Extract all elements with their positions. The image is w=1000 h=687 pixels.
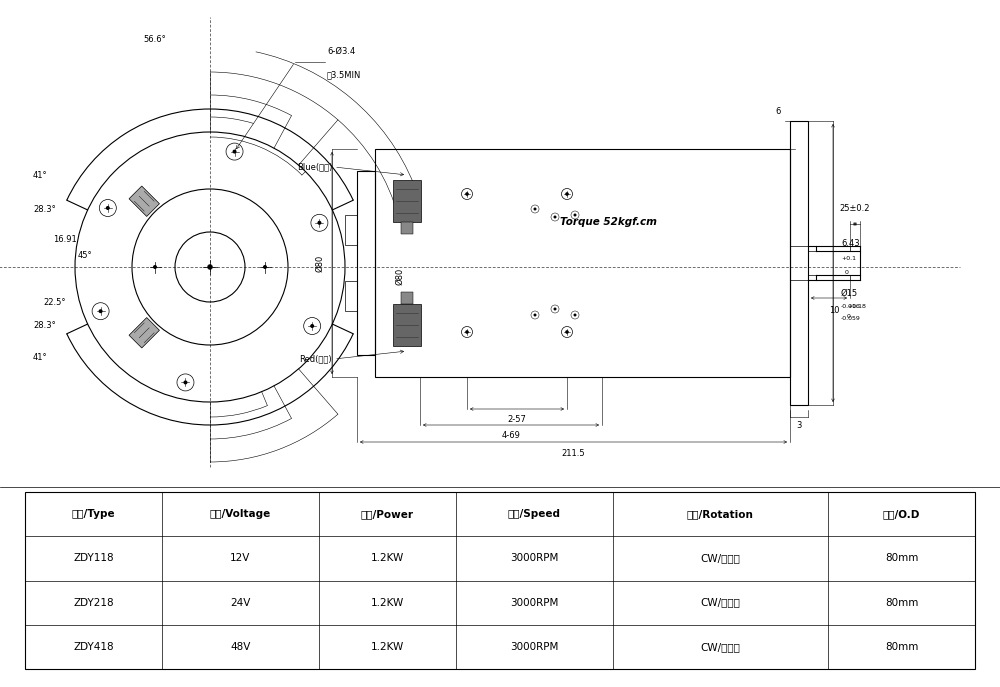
Text: 22.5°: 22.5°	[44, 297, 66, 306]
Text: 211.5: 211.5	[562, 449, 585, 458]
Bar	[345, 281, 357, 311]
Circle shape	[465, 192, 469, 196]
Text: ZDY118: ZDY118	[73, 553, 114, 563]
Circle shape	[263, 265, 267, 269]
Circle shape	[574, 313, 576, 317]
Text: +0.18: +0.18	[847, 304, 866, 308]
Text: ZDY218: ZDY218	[73, 598, 114, 607]
Text: 转向/Rotation: 转向/Rotation	[687, 509, 754, 519]
Bar	[401, 222, 413, 234]
Circle shape	[233, 150, 237, 154]
Text: 0: 0	[841, 271, 849, 275]
Text: -0.059: -0.059	[841, 315, 861, 321]
Text: 28.3°: 28.3°	[34, 321, 56, 330]
Circle shape	[465, 330, 469, 334]
Circle shape	[99, 309, 103, 313]
Text: -0.016: -0.016	[841, 304, 861, 308]
Circle shape	[310, 324, 314, 328]
Text: 56.6°: 56.6°	[144, 34, 166, 43]
Circle shape	[554, 308, 556, 311]
Text: 6: 6	[775, 106, 781, 115]
Text: 外径/O.D: 外径/O.D	[883, 509, 920, 519]
Text: Ø80: Ø80	[396, 268, 404, 285]
Circle shape	[565, 330, 569, 334]
Text: 3000RPM: 3000RPM	[510, 553, 558, 563]
Circle shape	[554, 216, 556, 218]
Text: Torque 52kgf.cm: Torque 52kgf.cm	[560, 217, 657, 227]
Text: 1.2KW: 1.2KW	[371, 642, 404, 652]
Text: Ø80: Ø80	[316, 254, 324, 271]
Text: 24V: 24V	[230, 598, 251, 607]
Text: Blue(蓝色): Blue(蓝色)	[297, 163, 332, 172]
Text: 深3.5MIN: 深3.5MIN	[327, 70, 361, 79]
Text: 转速/Speed: 转速/Speed	[508, 509, 561, 519]
Text: CW/顺时针: CW/顺时针	[700, 642, 740, 652]
Text: 2-57: 2-57	[508, 414, 526, 423]
Text: 电压/Voltage: 电压/Voltage	[210, 509, 271, 519]
Text: 1.2KW: 1.2KW	[371, 553, 404, 563]
Text: 12V: 12V	[230, 553, 251, 563]
Text: CW/顺时针: CW/顺时针	[700, 553, 740, 563]
Text: 25±0.2: 25±0.2	[840, 204, 870, 213]
Bar	[393, 304, 421, 346]
Circle shape	[534, 313, 536, 317]
Text: 10: 10	[829, 306, 839, 315]
Text: +0.1: +0.1	[841, 256, 856, 260]
Circle shape	[534, 207, 536, 210]
Bar	[401, 292, 413, 304]
Text: 41°: 41°	[33, 352, 47, 361]
Text: 3000RPM: 3000RPM	[510, 642, 558, 652]
Circle shape	[565, 192, 569, 196]
Text: ZDY418: ZDY418	[73, 642, 114, 652]
Circle shape	[574, 214, 576, 216]
Text: 45°: 45°	[78, 251, 92, 260]
Circle shape	[106, 206, 110, 210]
Text: 80mm: 80mm	[885, 598, 918, 607]
Bar	[790, 121, 808, 405]
Text: 功率/Power: 功率/Power	[361, 509, 414, 519]
Text: 3000RPM: 3000RPM	[510, 598, 558, 607]
Text: 48V: 48V	[230, 642, 251, 652]
Text: Ø15: Ø15	[841, 289, 858, 297]
Text: 0: 0	[847, 313, 851, 319]
Text: 80mm: 80mm	[885, 642, 918, 652]
Bar	[25, 492, 975, 669]
Text: 41°: 41°	[33, 170, 47, 179]
Text: 16.91: 16.91	[53, 234, 77, 243]
Text: 3: 3	[796, 420, 802, 429]
Text: CW/顺时针: CW/顺时针	[700, 598, 740, 607]
Bar	[129, 186, 159, 216]
Circle shape	[208, 264, 212, 269]
Text: 80mm: 80mm	[885, 553, 918, 563]
Circle shape	[183, 381, 187, 385]
Text: 4-69: 4-69	[502, 431, 520, 440]
Text: 6.43: 6.43	[841, 238, 860, 247]
Text: Red(红色): Red(红色)	[299, 354, 332, 363]
Circle shape	[153, 265, 157, 269]
Bar	[357, 171, 375, 355]
Bar	[345, 215, 357, 245]
Text: 1.2KW: 1.2KW	[371, 598, 404, 607]
Circle shape	[317, 221, 321, 225]
Text: 6-Ø3.4: 6-Ø3.4	[327, 47, 355, 56]
Bar	[375, 149, 790, 377]
Text: 型号/Type: 型号/Type	[72, 509, 115, 519]
Bar	[129, 317, 159, 348]
Bar	[393, 180, 421, 222]
Text: 28.3°: 28.3°	[34, 205, 56, 214]
